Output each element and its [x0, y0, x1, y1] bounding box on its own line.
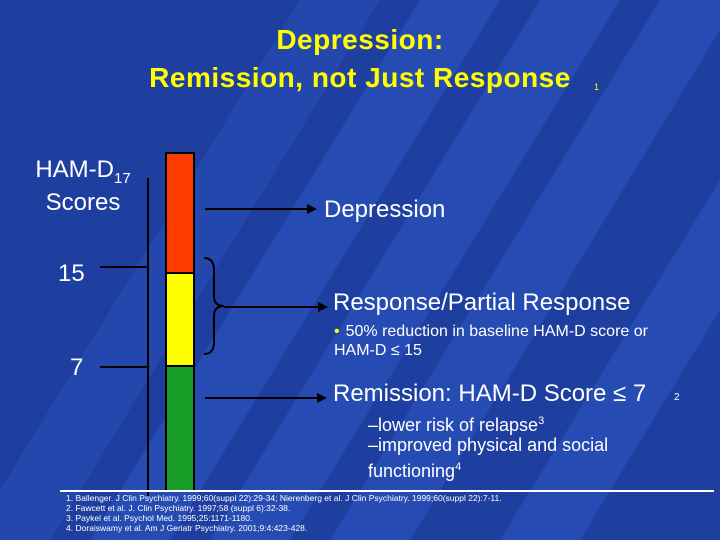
- references-divider: [60, 490, 714, 492]
- remission-point-functioning-text: –improved physical and social functionin…: [368, 435, 609, 481]
- remission-point-functioning-ref: 4: [455, 461, 462, 473]
- references: 1. Ballenger. J Clin Psychiatry. 1999;60…: [66, 493, 502, 533]
- tick-mark-7: [100, 366, 148, 368]
- response-bullet: • 50% reduction in baseline HAM-D score o…: [334, 322, 674, 360]
- remission-reference-mark: 2: [674, 392, 680, 403]
- remission-point-relapse-ref: 3: [538, 415, 545, 427]
- tick-mark-15: [100, 266, 148, 268]
- bar-segment-remission: [165, 365, 195, 492]
- scale-label-scores: Scores: [45, 188, 121, 216]
- reference-1: 1. Ballenger. J Clin Psychiatry. 1999;60…: [66, 493, 502, 503]
- reference-4: 4. Doraiswamy et al. Am J Geriatr Psychi…: [66, 523, 308, 533]
- tick-label-7: 7: [70, 354, 84, 381]
- arrow-remission-line: [205, 397, 319, 399]
- title-line-2: Remission, not Just Response: [149, 62, 571, 93]
- scale-label: HAM-D17 Scores: [18, 158, 148, 215]
- label-depression: Depression: [324, 196, 446, 223]
- label-remission: Remission: HAM-D Score ≤ 7: [333, 380, 647, 407]
- arrow-depression-line: [205, 208, 309, 210]
- arrow-remission-head: [317, 393, 327, 403]
- arrow-response-line: [224, 306, 320, 308]
- title-line-1: Depression:: [276, 24, 444, 55]
- title-reference-mark: 1: [594, 82, 600, 92]
- remission-point-functioning: –improved physical and social functionin…: [368, 434, 668, 482]
- arrow-response-head: [318, 302, 328, 312]
- label-response: Response/Partial Response: [333, 289, 631, 316]
- arrow-depression-head: [307, 204, 317, 214]
- bullet-marker: •: [334, 323, 340, 340]
- response-bullet-text: 50% reduction in baseline HAM-D score or…: [334, 323, 648, 359]
- reference-3: 3. Paykel et al. Psychol Med. 1995;25:11…: [66, 513, 253, 523]
- scale-axis-line: [147, 178, 149, 496]
- bar-segment-depression: [165, 152, 195, 274]
- tick-label-15: 15: [58, 260, 85, 287]
- remission-point-relapse-text: –lower risk of relapse: [368, 415, 539, 435]
- bar-segment-response: [165, 272, 195, 367]
- scale-label-text: HAM-D: [35, 156, 114, 183]
- remission-point-relapse: –lower risk of relapse3: [368, 410, 544, 436]
- reference-2: 2. Fawcett et al. J. Clin Psychiatry. 19…: [66, 503, 291, 513]
- scale-label-subscript: 17: [113, 169, 131, 187]
